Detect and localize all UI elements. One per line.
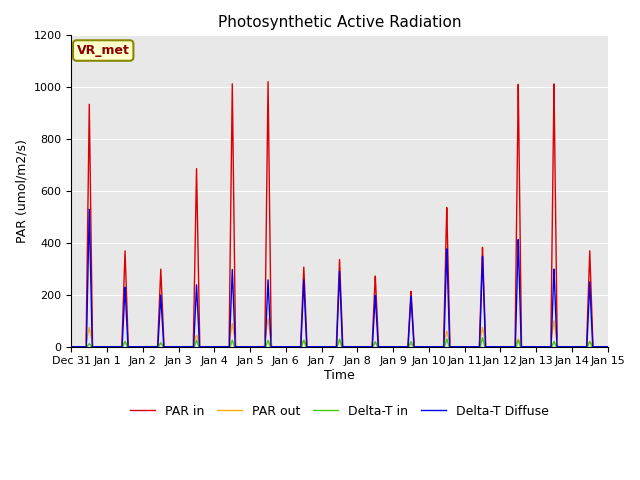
PAR out (321, 344, 329, 349)
PAR in (264, 79, 272, 84)
Delta-T in (250, 344, 257, 349)
PAR out (264, 315, 272, 321)
PAR in (250, 344, 257, 349)
PAR in (475, 344, 483, 349)
Delta-T in (68, 344, 76, 349)
Delta-T Diffuse (68, 344, 76, 349)
PAR in (321, 344, 329, 349)
PAR out (604, 344, 611, 349)
PAR in (604, 344, 611, 349)
Y-axis label: PAR (umol/m2/s): PAR (umol/m2/s) (15, 139, 28, 243)
Delta-T in (581, 344, 589, 349)
Line: PAR in: PAR in (72, 82, 607, 347)
Delta-T Diffuse (604, 344, 611, 349)
PAR out (250, 344, 257, 349)
Delta-T in (460, 344, 467, 349)
Legend: PAR in, PAR out, Delta-T in, Delta-T Diffuse: PAR in, PAR out, Delta-T in, Delta-T Dif… (125, 400, 554, 423)
Line: Delta-T Diffuse: Delta-T Diffuse (72, 209, 607, 347)
PAR out (475, 344, 483, 349)
Delta-T in (321, 344, 329, 349)
X-axis label: Time: Time (324, 369, 355, 382)
PAR out (68, 344, 76, 349)
Delta-T Diffuse (581, 344, 589, 349)
PAR out (581, 344, 589, 349)
Delta-T Diffuse (475, 344, 483, 349)
Delta-T Diffuse (321, 344, 329, 349)
PAR out (460, 344, 467, 349)
Delta-T Diffuse (85, 206, 93, 212)
Delta-T in (475, 344, 483, 349)
Line: PAR out: PAR out (72, 318, 607, 347)
Text: VR_met: VR_met (77, 44, 130, 57)
PAR in (68, 344, 76, 349)
Delta-T in (479, 335, 486, 341)
PAR in (581, 344, 589, 349)
PAR in (460, 344, 467, 349)
Line: Delta-T in: Delta-T in (72, 338, 607, 347)
Delta-T in (575, 344, 582, 349)
Delta-T Diffuse (460, 344, 467, 349)
PAR in (575, 344, 582, 349)
Title: Photosynthetic Active Radiation: Photosynthetic Active Radiation (218, 15, 461, 30)
Delta-T Diffuse (250, 344, 257, 349)
Delta-T Diffuse (575, 344, 582, 349)
Delta-T in (604, 344, 611, 349)
PAR out (575, 344, 582, 349)
